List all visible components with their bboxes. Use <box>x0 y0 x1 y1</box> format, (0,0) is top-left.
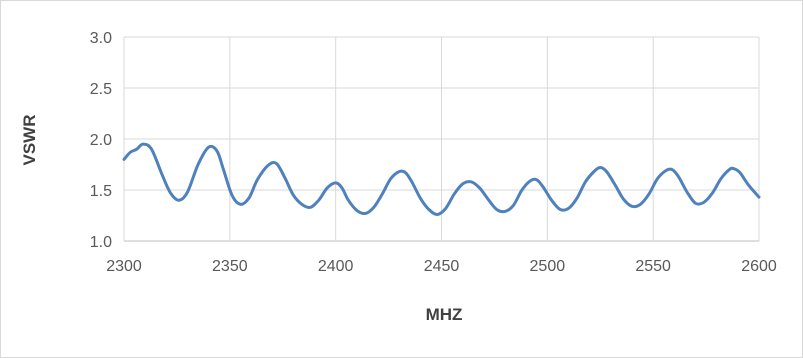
x-tick-label: 2400 <box>318 258 354 275</box>
x-tick-label: 2350 <box>212 258 248 275</box>
x-tick-label: 2450 <box>424 258 460 275</box>
y-tick-label: 3.0 <box>90 30 112 47</box>
series-line <box>122 142 761 216</box>
y-tick-label: 1.0 <box>90 234 112 251</box>
x-tick-label: 2300 <box>106 258 142 275</box>
y-tick-label: 2.5 <box>90 81 112 98</box>
x-tick-label: 2500 <box>530 258 566 275</box>
y-axis-tick-labels: 1.0 1.5 2.0 2.5 3.0 <box>90 30 112 251</box>
x-tick-label: 2550 <box>635 258 671 275</box>
y-axis-title: VSWR <box>20 115 39 166</box>
series-group <box>122 142 761 216</box>
x-axis-tick-labels: 2300 2350 2400 2450 2500 2550 2600 <box>106 258 777 275</box>
y-tick-label: 1.5 <box>90 183 112 200</box>
gridlines <box>123 36 760 242</box>
x-axis-title: MHZ <box>426 305 463 324</box>
y-tick-label: 2.0 <box>90 132 112 149</box>
x-tick-label: 2600 <box>741 258 777 275</box>
